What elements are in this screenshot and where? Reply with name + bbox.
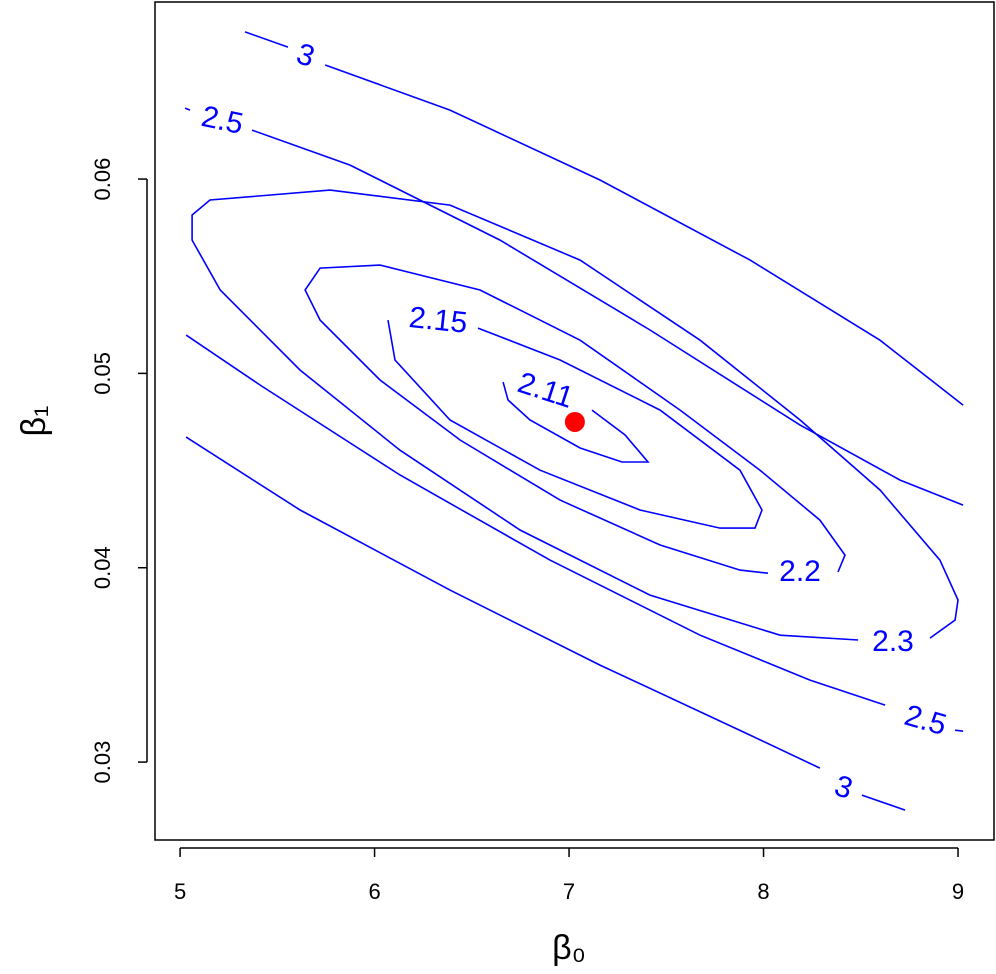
contour-line [304,264,846,574]
contour-line [502,381,650,463]
x-tick-label: 8 [757,879,769,904]
y-axis-title: β₁ [15,405,53,436]
contour-label: 3 [830,769,856,806]
contour-line [185,31,964,811]
x-tick-label: 9 [952,879,964,904]
plot-frame [154,1,995,841]
y-tick-label: 0.03 [90,741,115,784]
contour-line [184,107,964,732]
contour-line [387,319,763,529]
x-axis-title: β₀ [552,929,586,967]
y-tick-label: 0.05 [90,352,115,395]
contour-line [191,189,959,641]
x-tick-label: 6 [368,879,380,904]
contour-label: 2.2 [779,555,821,588]
contour-label: 2.5 [198,100,246,141]
y-tick-label: 0.06 [90,158,115,201]
y-tick-label: 0.04 [90,546,115,589]
contour-label: 2.15 [407,301,469,340]
x-tick-label: 5 [174,879,186,904]
minimum-point [564,411,585,432]
x-tick-label: 7 [563,879,575,904]
contour-label: 2.5 [901,699,950,742]
contour-label: 3 [292,37,318,74]
contour-label: 2.11 [514,366,578,415]
contour-label: 2.3 [872,625,914,658]
